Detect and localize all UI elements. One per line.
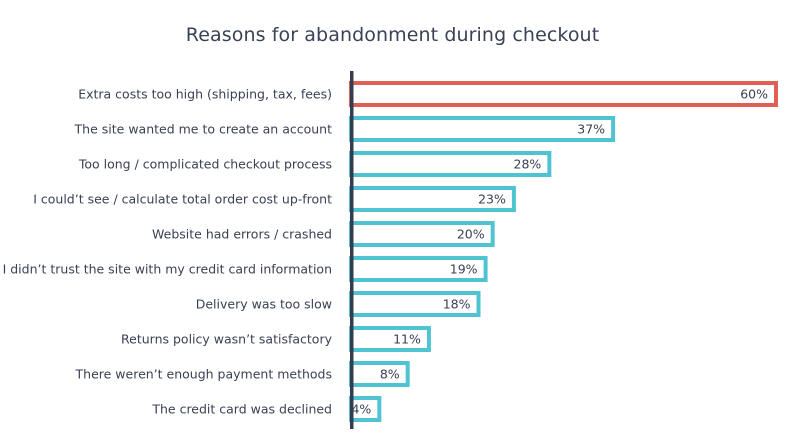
category-label: The credit card was declined [151, 402, 332, 417]
category-label: Too long / complicated checkout process [78, 157, 332, 172]
category-label: There weren’t enough payment methods [75, 367, 332, 382]
value-label: 60% [740, 87, 768, 102]
value-label: 23% [478, 192, 506, 207]
value-label: 19% [450, 262, 478, 277]
bar-1 [349, 116, 616, 142]
value-label: 4% [351, 402, 371, 417]
category-label: The site wanted me to create an account [74, 122, 333, 137]
bar-0 [349, 81, 778, 107]
value-label: 18% [443, 297, 471, 312]
chart-title: Reasons for abandonment during checkout [185, 24, 600, 46]
value-label: 20% [457, 227, 485, 242]
value-label: 28% [514, 157, 542, 172]
y-axis-line [350, 71, 354, 429]
value-label: 37% [577, 122, 605, 137]
value-label: 11% [393, 332, 421, 347]
value-label: 8% [380, 367, 400, 382]
category-label: Website had errors / crashed [152, 227, 332, 242]
category-label: Returns policy wasn’t satisfactory [121, 332, 333, 347]
category-label: Delivery was too slow [196, 297, 332, 312]
category-label: I could’t see / calculate total order co… [33, 192, 332, 207]
category-label: I didn’t trust the site with my credit c… [3, 262, 332, 277]
category-label: Extra costs too high (shipping, tax, fee… [78, 87, 332, 102]
